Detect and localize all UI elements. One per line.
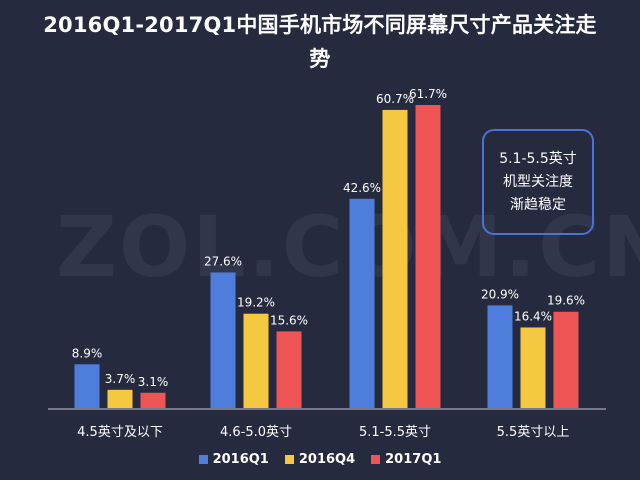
legend-label: 2016Q1 [212, 452, 269, 467]
legend-label: 2017Q1 [385, 452, 442, 467]
bar-2017q1-2 [415, 105, 441, 408]
data-label: 19.2% [237, 296, 275, 310]
bar-2016q4-2 [382, 109, 408, 408]
bar-2016q1-0 [74, 364, 100, 408]
data-label: 60.7% [376, 92, 414, 106]
data-label: 20.9% [481, 287, 519, 301]
data-label: 3.7% [105, 372, 136, 386]
bar-2017q1-0 [140, 392, 166, 408]
legend-swatch [198, 455, 208, 464]
bar-2016q1-2 [349, 198, 375, 408]
data-label: 15.6% [270, 313, 308, 327]
bar-2016q4-0 [107, 389, 133, 408]
data-label: 19.6% [547, 294, 585, 308]
data-label: 8.9% [72, 346, 103, 360]
category-label: 4.6-5.0英寸 [220, 425, 292, 440]
data-label: 42.6% [343, 181, 381, 195]
bar-2016q4-3 [520, 327, 546, 408]
legend-label: 2016Q4 [298, 452, 356, 467]
callout-box: 5.1-5.5英寸 机型关注度 渐趋稳定 [482, 129, 594, 235]
callout-line: 渐趋稳定 [510, 196, 566, 213]
data-label: 61.7% [409, 87, 447, 101]
legend-swatch [284, 455, 294, 464]
chart-title: 2016Q1-2017Q1中国手机市场不同屏幕尺寸产品关注走势 [43, 13, 597, 71]
data-label: 3.1% [138, 375, 169, 389]
callout-line: 5.1-5.5英寸 [499, 150, 577, 167]
category-label: 5.1-5.5英寸 [359, 425, 431, 440]
category-label: 4.5英寸及以下 [77, 425, 163, 440]
legend-item-2017q1: 2017Q1 [371, 452, 441, 467]
bar-2017q1-1 [276, 331, 302, 408]
data-label: 27.6% [204, 254, 242, 268]
bar-2016q4-1 [243, 313, 269, 408]
data-label: 16.4% [514, 309, 552, 323]
bar-2016q1-3 [487, 305, 513, 408]
legend-item-2016q1: 2016Q1 [198, 452, 269, 467]
watermark: ZOL.COM.CN [56, 198, 640, 296]
bar-2016q1-1 [210, 272, 236, 408]
legend: 2016Q1 2016Q4 2017Q1 [0, 452, 640, 467]
legend-swatch [371, 455, 381, 464]
bar-2017q1-3 [553, 311, 579, 408]
category-label: 5.5英寸以上 [497, 425, 570, 440]
legend-item-2016q4: 2016Q4 [284, 452, 356, 467]
callout-line: 机型关注度 [503, 173, 573, 190]
